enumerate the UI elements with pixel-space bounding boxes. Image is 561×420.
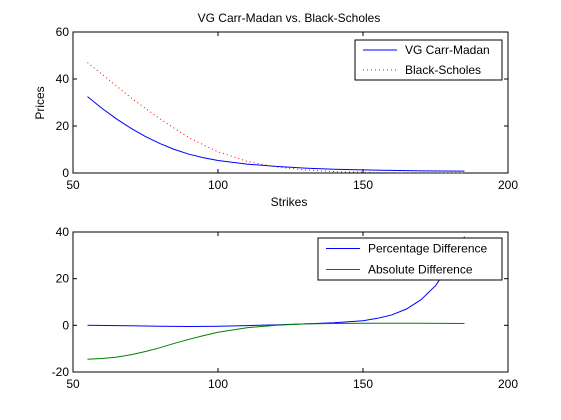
bottom-x-tick-label: 50 <box>66 377 80 391</box>
top-x-tick-label: 100 <box>208 178 228 192</box>
top-x-tick-label: 50 <box>66 178 80 192</box>
top-chart: VG Carr-Madan vs. Black-Scholes Strikes … <box>33 11 518 209</box>
top-chart-title: VG Carr-Madan vs. Black-Scholes <box>198 11 381 25</box>
top-series-1-line <box>87 96 465 172</box>
top-y-tick-label: 40 <box>56 72 70 86</box>
top-legend-box <box>354 39 503 81</box>
bottom-legend: Percentage Difference Absolute Difference <box>317 237 503 281</box>
bottom-x-tick-label: 150 <box>353 377 373 391</box>
top-chart-ylabel: Prices <box>33 86 47 119</box>
bottom-chart: 50 100 150 200 -20 0 20 40 Percentage Difference… <box>52 225 519 391</box>
bottom-series-2-line <box>87 322 465 360</box>
bottom-y-tick-label: 0 <box>62 318 69 332</box>
top-y-tick-label: 0 <box>62 166 69 180</box>
top-y-tick-label: 60 <box>56 25 70 39</box>
top-y-tick-label: 20 <box>56 119 70 133</box>
bottom-y-tick-label: 40 <box>56 225 70 239</box>
bottom-series-1-line <box>87 236 465 328</box>
bottom-y-tick-label: -20 <box>52 365 70 379</box>
bottom-legend-label-1: Percentage Difference <box>368 242 488 256</box>
top-legend-label-2: Black-Scholes <box>405 63 481 77</box>
bottom-legend-label-2: Absolute Difference <box>368 263 473 277</box>
top-x-tick-label: 150 <box>353 178 373 192</box>
top-legend-label-1: VG Carr-Madan <box>405 43 490 57</box>
bottom-y-tick-label: 20 <box>56 272 70 286</box>
top-series-2-line <box>87 62 465 174</box>
bottom-x-tick-label: 200 <box>498 377 518 391</box>
bottom-legend-box <box>317 237 503 281</box>
top-chart-xlabel: Strikes <box>271 195 308 209</box>
top-x-tick-label: 200 <box>498 178 518 192</box>
top-legend: VG Carr-Madan Black-Scholes <box>354 39 503 81</box>
bottom-x-tick-label: 100 <box>208 377 228 391</box>
